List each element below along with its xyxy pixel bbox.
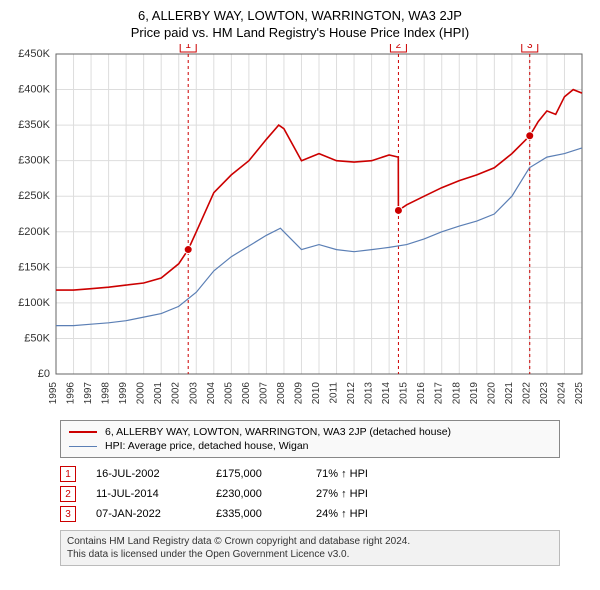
x-tick-label: 2007 (258, 382, 269, 405)
legend-label: 6, ALLERBY WAY, LOWTON, WARRINGTON, WA3 … (105, 426, 451, 438)
attribution-footer: Contains HM Land Registry data © Crown c… (60, 530, 560, 566)
title-sub: Price paid vs. HM Land Registry's House … (10, 25, 590, 40)
sale-badge: 1 (185, 44, 191, 51)
x-tick-label: 2010 (311, 382, 322, 405)
x-tick-label: 1995 (48, 382, 59, 405)
event-price: £335,000 (216, 508, 296, 520)
sale-marker (394, 206, 402, 214)
y-tick-label: £50K (24, 332, 50, 344)
x-tick-label: 2012 (346, 382, 357, 405)
legend-label: HPI: Average price, detached house, Wiga… (105, 440, 309, 452)
x-tick-label: 1996 (66, 382, 77, 405)
x-tick-label: 2023 (539, 382, 550, 405)
event-badge: 2 (60, 486, 76, 502)
event-price: £230,000 (216, 488, 296, 500)
sale-marker (184, 246, 192, 254)
y-tick-label: £400K (18, 84, 50, 96)
event-badge: 1 (60, 466, 76, 482)
legend-row: HPI: Average price, detached house, Wiga… (69, 439, 551, 453)
x-tick-label: 2004 (206, 382, 217, 405)
y-tick-label: £350K (18, 119, 50, 131)
legend-row: 6, ALLERBY WAY, LOWTON, WARRINGTON, WA3 … (69, 425, 551, 439)
x-tick-label: 1998 (101, 382, 112, 405)
x-tick-label: 2025 (574, 382, 585, 405)
legend-swatch (69, 431, 97, 433)
x-tick-label: 1999 (118, 382, 129, 405)
y-tick-label: £100K (18, 297, 50, 309)
x-tick-label: 1997 (83, 382, 94, 405)
y-tick-label: £250K (18, 190, 50, 202)
x-tick-label: 2015 (399, 382, 410, 405)
sale-badge: 3 (527, 44, 533, 51)
x-tick-label: 2024 (556, 382, 567, 405)
legend: 6, ALLERBY WAY, LOWTON, WARRINGTON, WA3 … (60, 420, 560, 458)
sale-marker (526, 132, 534, 140)
event-row: 3 07-JAN-2022 £335,000 24% ↑ HPI (60, 504, 560, 524)
legend-swatch (69, 446, 97, 447)
y-tick-label: £450K (18, 48, 50, 60)
titles: 6, ALLERBY WAY, LOWTON, WARRINGTON, WA3 … (0, 0, 600, 44)
event-row: 2 11-JUL-2014 £230,000 27% ↑ HPI (60, 484, 560, 504)
footer-line2: This data is licensed under the Open Gov… (67, 548, 553, 561)
footer-line1: Contains HM Land Registry data © Crown c… (67, 535, 553, 548)
x-tick-label: 2019 (469, 382, 480, 405)
title-main: 6, ALLERBY WAY, LOWTON, WARRINGTON, WA3 … (10, 8, 590, 23)
x-tick-label: 2006 (241, 382, 252, 405)
x-tick-label: 2014 (381, 382, 392, 405)
event-row: 1 16-JUL-2002 £175,000 71% ↑ HPI (60, 464, 560, 484)
x-tick-label: 2020 (486, 382, 497, 405)
x-tick-label: 2001 (153, 382, 164, 405)
x-tick-label: 2013 (364, 382, 375, 405)
y-tick-label: £150K (18, 261, 50, 273)
x-tick-label: 2021 (504, 382, 515, 405)
line-chart: £0 £50K £100K £150K £200K £250K £300K £350K £400… (0, 44, 600, 414)
x-tick-label: 2018 (451, 382, 462, 405)
event-date: 07-JAN-2022 (96, 508, 196, 520)
x-tick-label: 2016 (416, 382, 427, 405)
x-tick-label: 2000 (136, 382, 147, 405)
events-table: 1 16-JUL-2002 £175,000 71% ↑ HPI 2 11-JUL-201… (60, 464, 560, 524)
x-tick-label: 2011 (329, 382, 340, 404)
y-tick-label: £0 (38, 368, 50, 380)
y-tick-label: £300K (18, 155, 50, 167)
event-delta: 71% ↑ HPI (316, 468, 396, 480)
x-tick-label: 2003 (188, 382, 199, 405)
event-date: 11-JUL-2014 (96, 488, 196, 500)
event-date: 16-JUL-2002 (96, 468, 196, 480)
event-badge: 3 (60, 506, 76, 522)
event-delta: 24% ↑ HPI (316, 508, 396, 520)
x-tick-label: 2002 (171, 382, 182, 405)
x-tick-label: 2005 (223, 382, 234, 405)
event-delta: 27% ↑ HPI (316, 488, 396, 500)
event-price: £175,000 (216, 468, 296, 480)
x-tick-label: 2022 (521, 382, 532, 405)
x-tick-label: 2009 (293, 382, 304, 405)
chart-area: £0 £50K £100K £150K £200K £250K £300K £350K £400… (0, 44, 600, 414)
y-tick-label: £200K (18, 226, 50, 238)
x-tick-label: 2017 (434, 382, 445, 405)
sale-badge: 2 (396, 44, 402, 51)
chart-container: 6, ALLERBY WAY, LOWTON, WARRINGTON, WA3 … (0, 0, 600, 566)
x-tick-label: 2008 (276, 382, 287, 405)
